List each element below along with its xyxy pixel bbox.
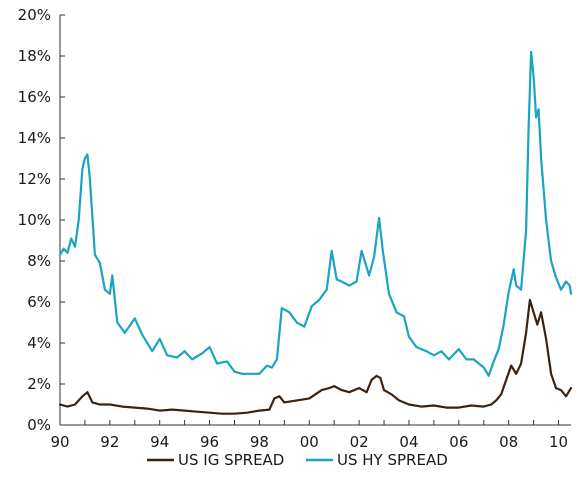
x-tick-label: 96 [200, 433, 219, 451]
x-tick-label: 02 [350, 433, 369, 451]
y-tick-label: 0% [27, 416, 51, 434]
y-tick-label: 8% [27, 252, 51, 270]
x-tick-label: 90 [50, 433, 69, 451]
y-tick-label: 14% [18, 129, 51, 147]
y-axis: 0% 2% 4% 6% 8% 10% 12% 14% 16% 18% 20% [18, 6, 65, 434]
x-tick-label: 92 [100, 433, 119, 451]
y-tick-label: 18% [18, 47, 51, 65]
y-tick-label: 10% [18, 211, 51, 229]
x-axis: 90 92 94 96 98 00 02 04 06 08 10 [50, 420, 571, 451]
x-tick-label: 04 [399, 433, 418, 451]
x-tick-label: 06 [449, 433, 468, 451]
x-tick-label: 00 [300, 433, 319, 451]
y-tick-label: 4% [27, 334, 51, 352]
y-tick-label: 2% [27, 375, 51, 393]
y-tick-label: 6% [27, 293, 51, 311]
x-tick-label: 94 [150, 433, 169, 451]
series-line-us-ig-spread [58, 298, 573, 415]
x-tick-label: 08 [499, 433, 518, 451]
y-tick-label: 16% [18, 88, 51, 106]
legend-label-us-hy-spread: US HY SPREAD [337, 451, 448, 469]
series-layer [58, 50, 573, 415]
y-tick-label: 12% [18, 170, 51, 188]
series-line-us-hy-spread [58, 50, 573, 377]
x-tick-label: 98 [250, 433, 269, 451]
legend-label-us-ig-spread: US IG SPREAD [178, 451, 284, 469]
legend: US IG SPREAD US HY SPREAD [147, 451, 448, 469]
x-tick-label: 10 [549, 433, 568, 451]
y-tick-label: 20% [18, 6, 51, 24]
